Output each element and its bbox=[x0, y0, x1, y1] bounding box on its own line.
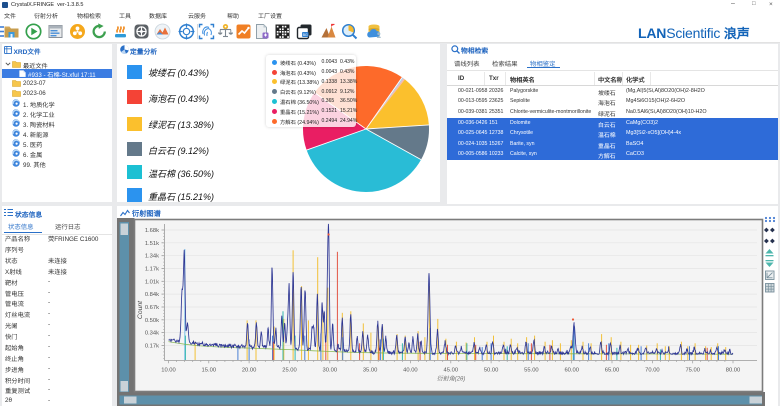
svg-text:0.17k: 0.17k bbox=[145, 344, 159, 350]
svg-text:0.50k: 0.50k bbox=[145, 318, 159, 324]
svg-text:15.00: 15.00 bbox=[202, 368, 217, 374]
svg-text:1.68k: 1.68k bbox=[145, 228, 159, 234]
svg-text:80.00: 80.00 bbox=[726, 368, 741, 374]
svg-text:25.00: 25.00 bbox=[282, 368, 297, 374]
svg-text:1.17k: 1.17k bbox=[145, 267, 159, 273]
svg-text:10.00: 10.00 bbox=[161, 368, 176, 374]
svg-text:20.00: 20.00 bbox=[242, 368, 257, 374]
svg-text:0.67k: 0.67k bbox=[145, 305, 159, 311]
svg-text:70.00: 70.00 bbox=[645, 368, 660, 374]
svg-text:65.00: 65.00 bbox=[605, 368, 620, 374]
svg-text:1.51k: 1.51k bbox=[145, 241, 159, 247]
svg-text:55.00: 55.00 bbox=[524, 368, 539, 374]
svg-text:1.34k: 1.34k bbox=[145, 254, 159, 260]
svg-text:30.00: 30.00 bbox=[323, 368, 338, 374]
svg-text:75.00: 75.00 bbox=[685, 368, 700, 374]
svg-text:35.00: 35.00 bbox=[363, 368, 378, 374]
svg-text:Count: Count bbox=[137, 300, 144, 319]
svg-text:45.00: 45.00 bbox=[444, 368, 459, 374]
svg-text:0.34k: 0.34k bbox=[145, 331, 159, 337]
svg-text:1.01k: 1.01k bbox=[145, 279, 159, 285]
svg-text:衍射角(2θ): 衍射角(2θ) bbox=[437, 375, 466, 383]
svg-text:60.00: 60.00 bbox=[564, 368, 579, 374]
svg-text:BG: BG bbox=[302, 33, 307, 37]
svg-text:50.00: 50.00 bbox=[484, 368, 499, 374]
svg-text:40.00: 40.00 bbox=[403, 368, 418, 374]
svg-text:0.84k: 0.84k bbox=[145, 292, 159, 298]
